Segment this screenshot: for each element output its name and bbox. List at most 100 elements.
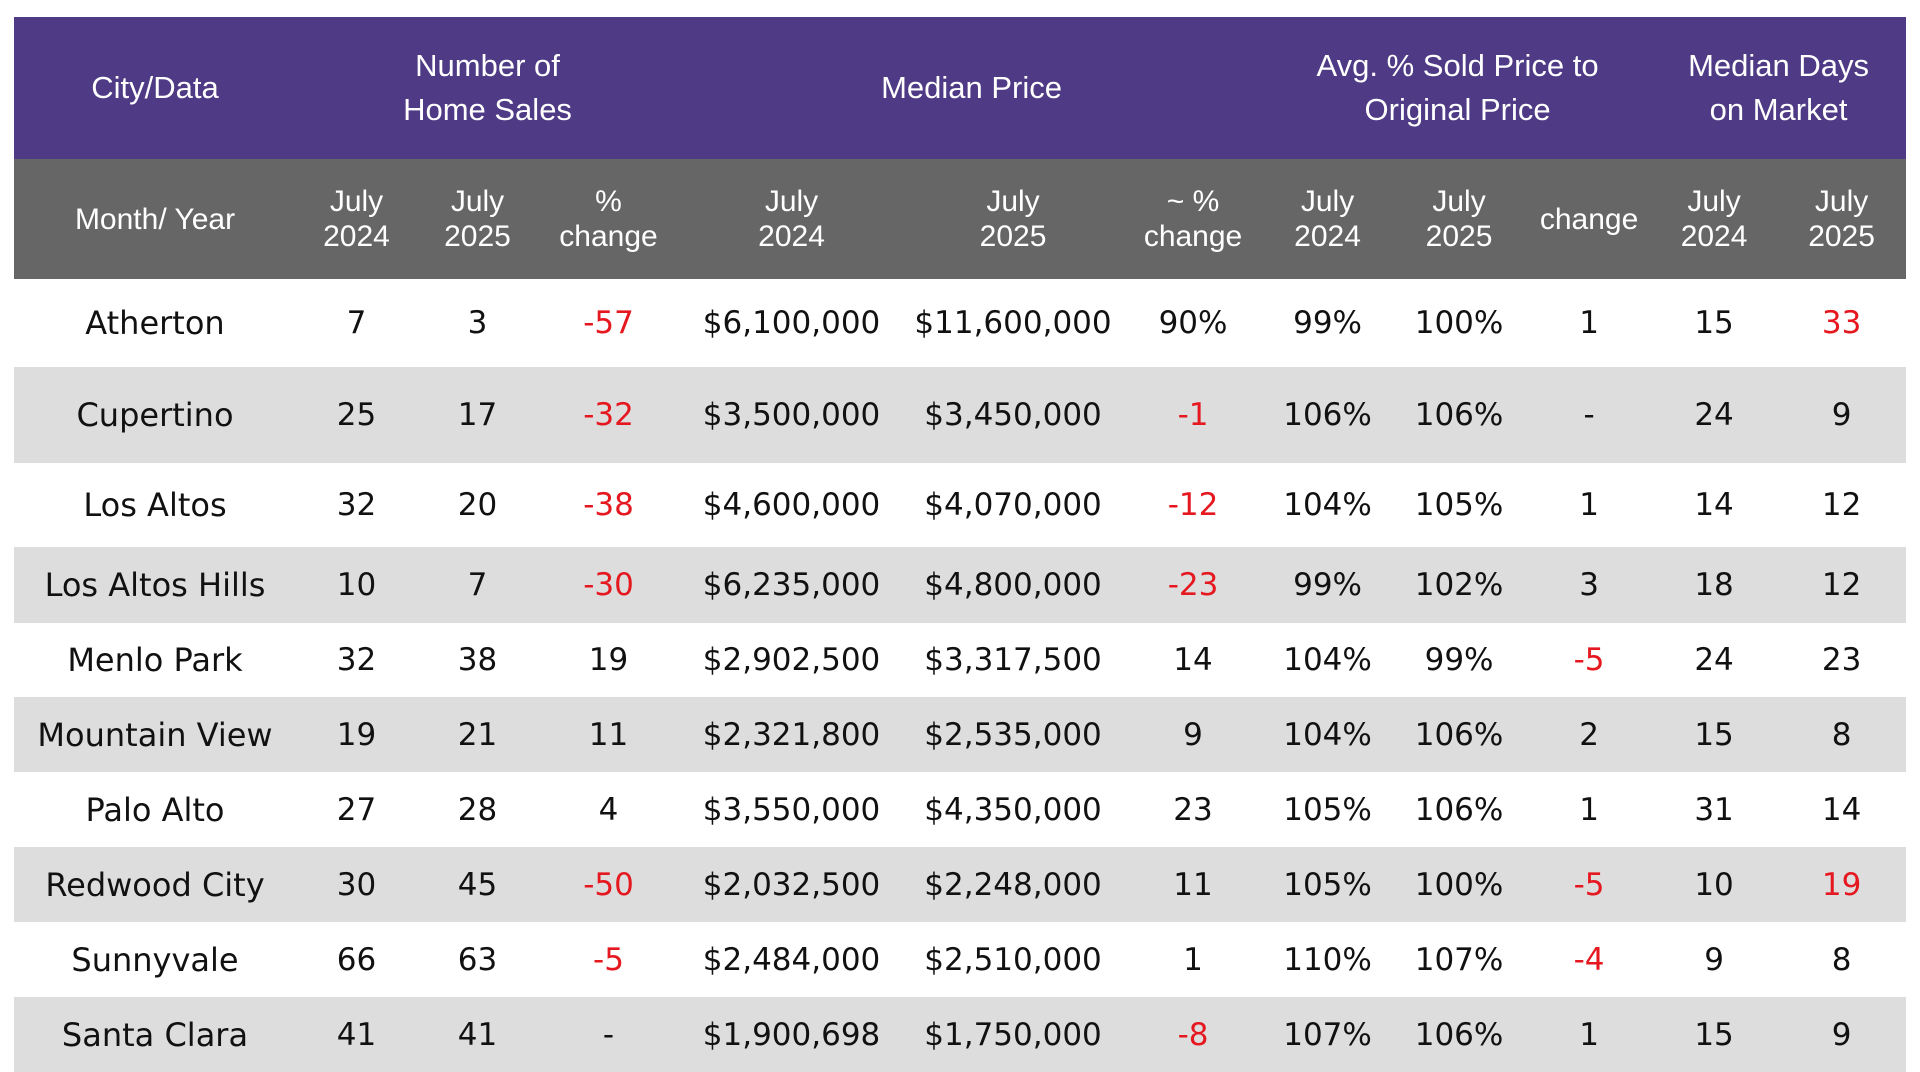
header-period-6: July 2024 [1264, 159, 1392, 279]
value-cell: 38 [457, 642, 498, 678]
value-cell: 32 [336, 642, 377, 678]
value-cell: 106% [1264, 367, 1392, 463]
value-cell: -5 [593, 941, 624, 978]
header-period-10-line-0: July [1814, 185, 1869, 218]
header-period-0-line-1: 2024 [323, 220, 390, 253]
value-cell: 104% [1283, 487, 1372, 523]
header-period-10-line-1: 2025 [1808, 220, 1875, 253]
value-cell: 41 [296, 997, 417, 1072]
value-cell: 15 [1651, 697, 1778, 772]
city-cell: Redwood City [14, 847, 296, 922]
value-cell: 23 [1821, 642, 1862, 678]
value-cell: 14 [1173, 642, 1213, 678]
header-period-9: July 2024 [1651, 159, 1778, 279]
table-row: Sunnyvale 66 63 -5 $2,484,000 $2,510,000 1 110%… [14, 922, 1906, 997]
header-period-10: July 2025 [1777, 159, 1907, 279]
value-cell: 102% [1391, 547, 1528, 623]
table-row: Atherton 7 3 -57 $6,100,000 $11,600,000 90% 99%… [14, 279, 1906, 367]
city-cell: Santa Clara [14, 997, 296, 1072]
value-cell: 8 [1777, 697, 1907, 772]
value-cell: 32 [336, 487, 377, 523]
value-cell: - [1527, 367, 1652, 463]
value-cell: $6,100,000 [702, 305, 881, 341]
value-cell: 7 [417, 547, 538, 623]
value-cell: 1 [1579, 487, 1599, 523]
header-days-on-market-line-2: on Market [1709, 92, 1848, 127]
value-cell: 106% [1391, 367, 1528, 463]
value-cell: 1 [1183, 941, 1203, 978]
value-cell: $2,535,000 [904, 697, 1123, 772]
value-cell: 7 [346, 305, 367, 341]
value-cell: $2,248,000 [904, 847, 1123, 922]
value-cell: $3,450,000 [904, 367, 1123, 463]
header-period-6-line-0: July [1300, 185, 1355, 218]
city-cell: Atherton [85, 304, 225, 342]
value-cell: -30 [538, 547, 680, 623]
value-cell: $3,500,000 [679, 367, 905, 463]
value-cell: 3 [1527, 547, 1652, 623]
value-cell: $11,600,000 [914, 305, 1112, 341]
header-period-4-line-1: 2025 [979, 220, 1047, 253]
value-cell: 104% [1283, 642, 1372, 678]
header-period-7: July 2025 [1391, 159, 1528, 279]
value-cell: $1,750,000 [904, 997, 1123, 1072]
value-cell: 107% [1414, 941, 1504, 978]
value-cell: 11 [538, 697, 680, 772]
header-period-5-line-0: ~ % [1166, 185, 1220, 218]
value-cell: 19 [588, 642, 629, 678]
table-row: Palo Alto 27 28 4 $3,550,000 $4,350,000 23 105%… [14, 772, 1906, 847]
value-cell: 3 [467, 305, 488, 341]
header-period-0: July 2024 [296, 159, 417, 279]
value-cell: $2,484,000 [702, 941, 881, 978]
header-days-on-market-line-1: Median Days [1688, 48, 1870, 83]
table-row: Menlo Park 32 38 19 $2,902,500 $3,317,500 14 10… [14, 623, 1906, 697]
value-cell: 15 [1694, 305, 1734, 341]
value-cell: 8 [1831, 941, 1852, 978]
header-period-4-line-0: July [986, 185, 1040, 218]
value-cell: 106% [1391, 697, 1528, 772]
header-period-4: July 2025 [904, 159, 1123, 279]
table-row: Cupertino 25 17 -32 $3,500,000 $3,450,000 -1 10… [14, 367, 1907, 463]
value-cell: 18 [1651, 547, 1778, 623]
header-period-6-line-1: 2024 [1294, 220, 1361, 253]
header-period-2-line-0: % [595, 185, 622, 218]
header-period-0-line-0: July [329, 185, 384, 218]
header-home-sales: Number of Home Sales [296, 17, 680, 159]
value-cell: $4,070,000 [924, 487, 1102, 523]
header-month-year: Month/ Year [14, 159, 296, 279]
table-row: Los Altos 32 20 -38 $4,600,000 $4,070,000 -12 1… [14, 463, 1906, 547]
value-cell: 104% [1264, 697, 1392, 772]
value-cell: $2,510,000 [924, 941, 1102, 978]
value-cell: 10 [296, 547, 417, 623]
header-period-3-line-1: 2024 [758, 220, 825, 253]
value-cell: 19 [1777, 847, 1907, 922]
value-cell: -57 [583, 305, 634, 341]
value-cell: 15 [1651, 997, 1778, 1072]
value-cell: $2,321,800 [679, 697, 905, 772]
value-cell: -5 [1527, 847, 1652, 922]
value-cell: 19 [296, 697, 417, 772]
value-cell: $2,902,500 [702, 642, 881, 678]
value-cell: 4 [598, 791, 619, 828]
value-cell: - [538, 997, 680, 1072]
value-cell: 17 [417, 367, 538, 463]
value-cell: $4,800,000 [904, 547, 1123, 623]
header-period-9-line-0: July [1687, 185, 1741, 218]
value-cell: 105% [1414, 487, 1504, 523]
value-cell: 105% [1283, 791, 1372, 828]
value-cell: 23 [1173, 791, 1213, 828]
value-cell: -5 [1573, 642, 1605, 678]
value-cell: -38 [583, 487, 634, 523]
header-period-8-line-0: change [1539, 202, 1639, 236]
value-cell: 14 [1694, 487, 1734, 523]
value-cell: -1 [1122, 367, 1265, 463]
value-cell: 45 [417, 847, 538, 922]
header-city-data: City/Data [14, 17, 296, 159]
value-cell: -4 [1573, 941, 1605, 978]
header-period-2: % change [538, 159, 680, 279]
header-period-9-line-1: 2024 [1680, 220, 1748, 253]
value-cell: 9 [1704, 941, 1724, 978]
value-cell: 63 [457, 941, 498, 978]
value-cell: 33 [1821, 305, 1862, 341]
value-cell: 24 [1694, 642, 1734, 678]
